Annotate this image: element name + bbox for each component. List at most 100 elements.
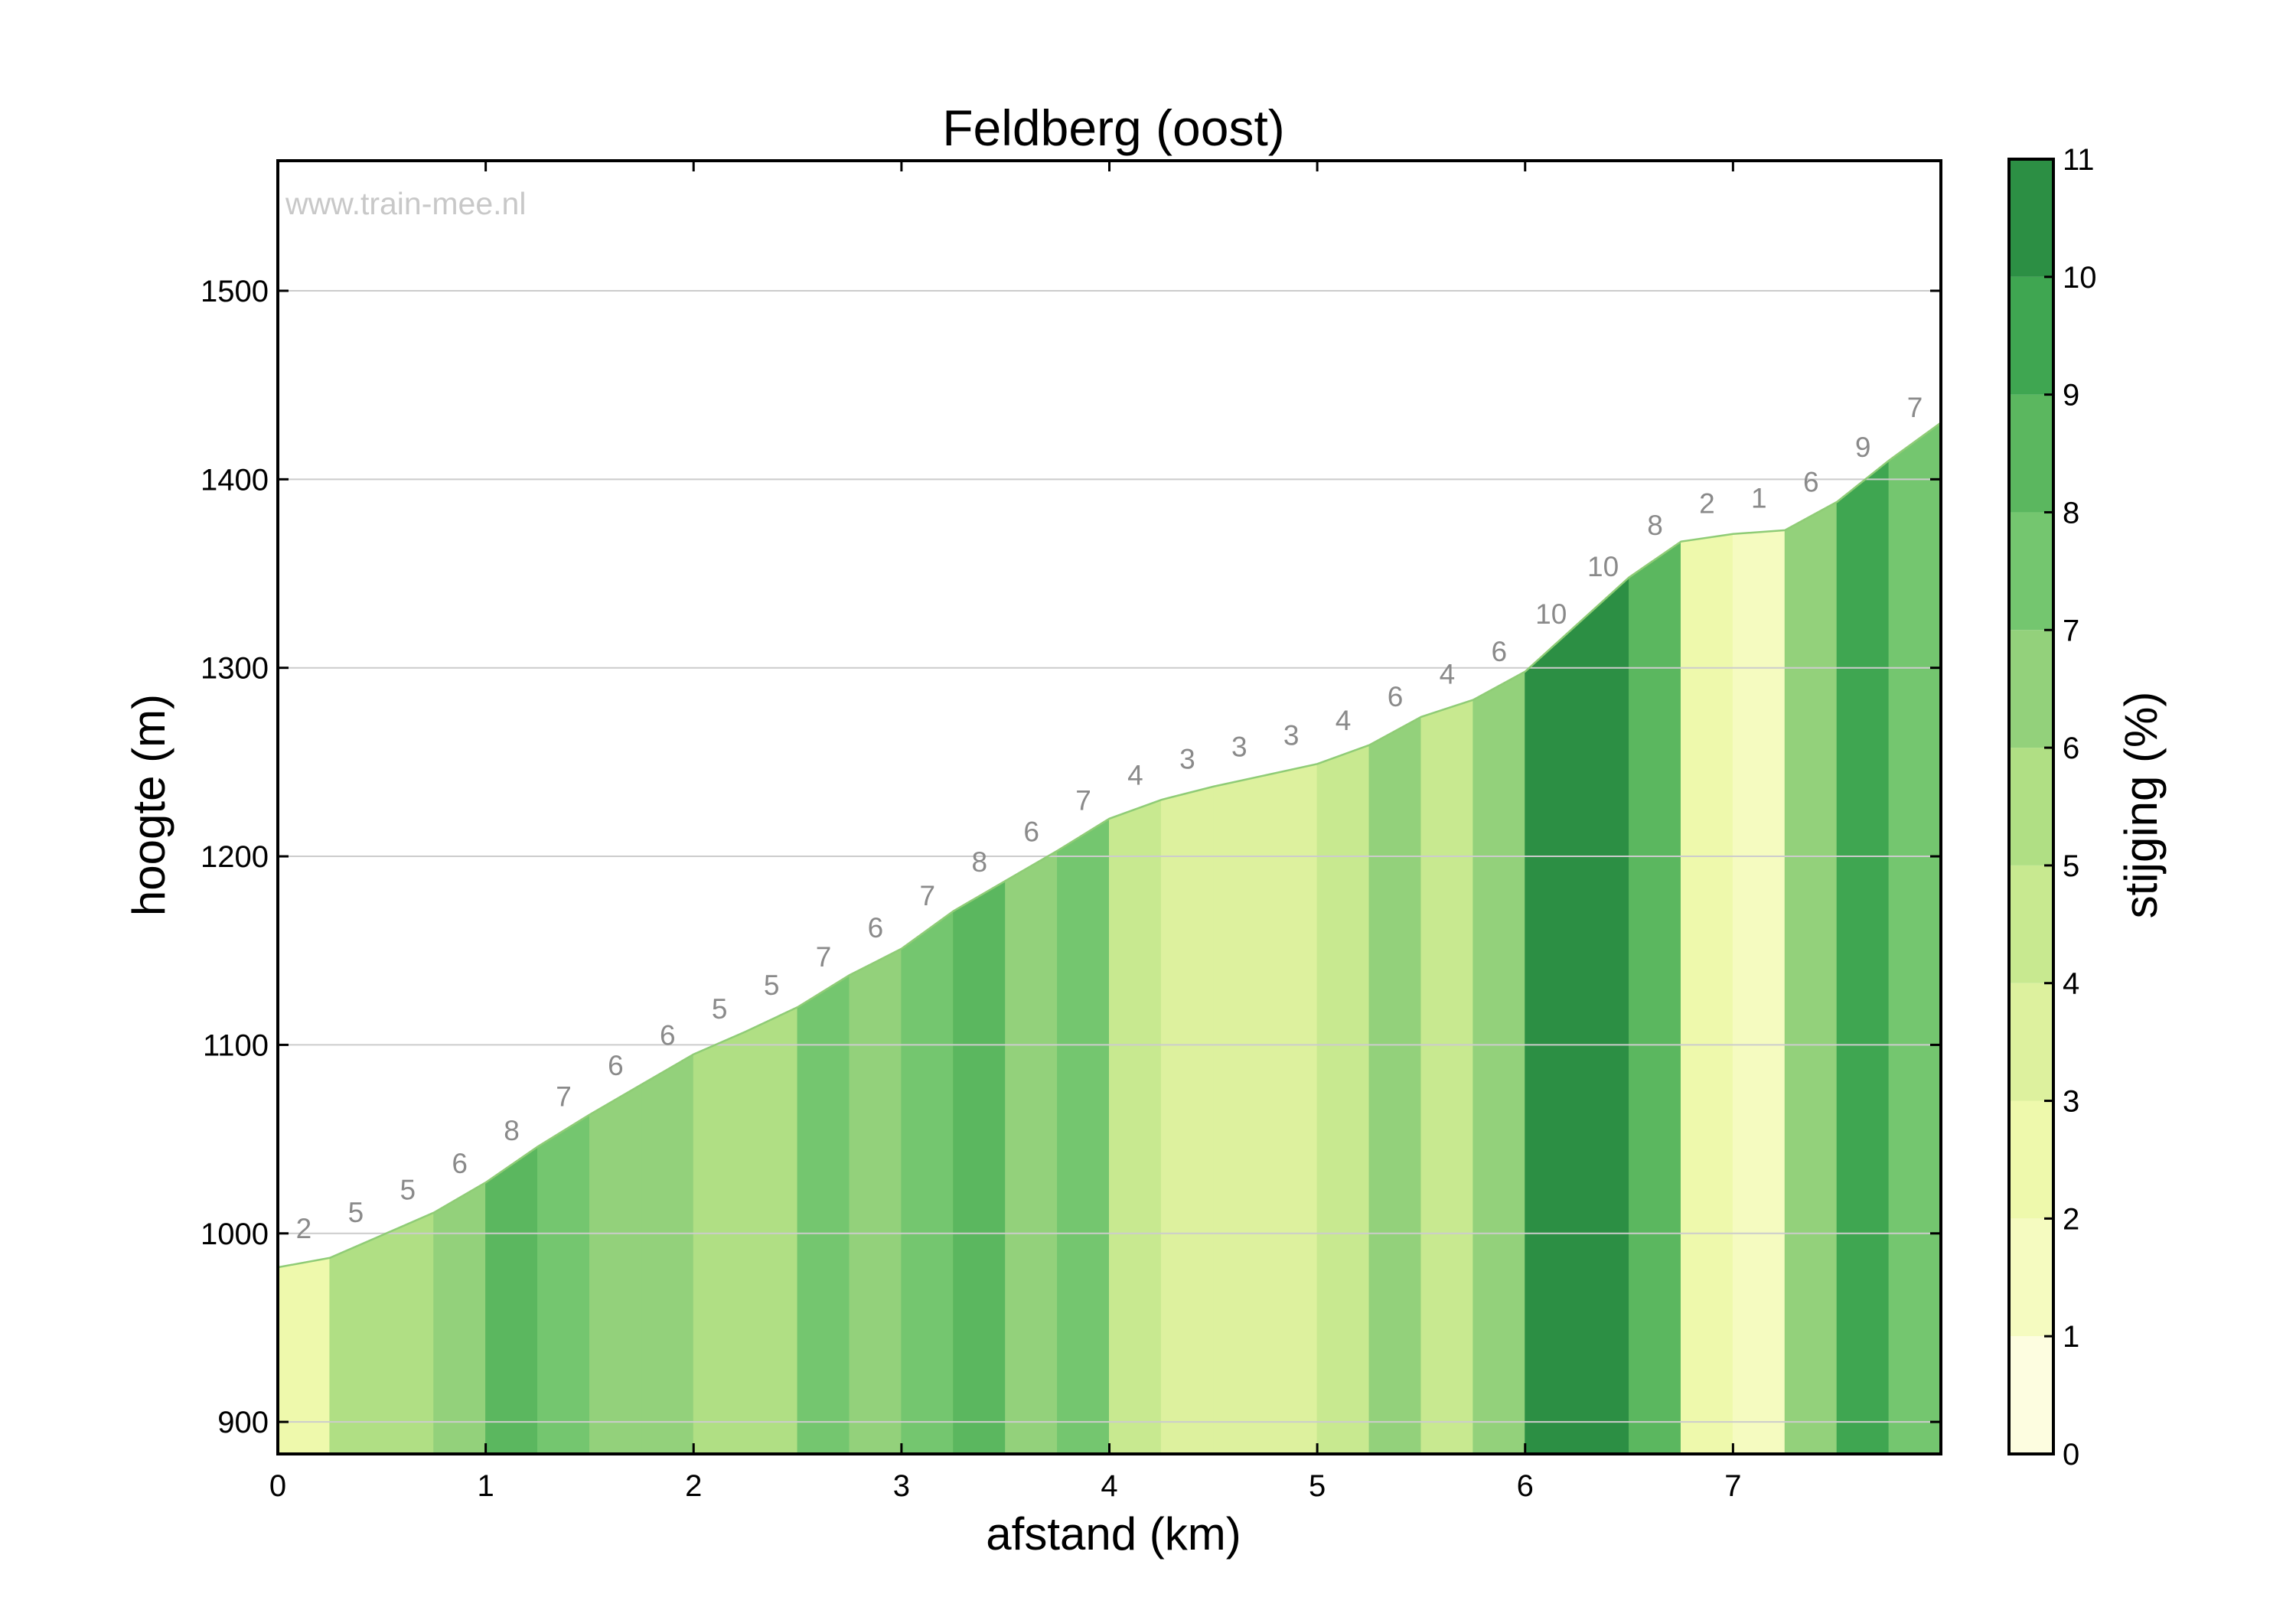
grade-segment-3 [433, 1182, 487, 1455]
grade-label-31: 7 [1907, 392, 1923, 423]
grade-label-23: 6 [1492, 636, 1508, 667]
colorbar-band-4 [2009, 865, 2053, 983]
y-axis-label: hoogte (m) [123, 694, 174, 916]
grade-segment-30 [1836, 459, 1890, 1455]
grade-label-25: 10 [1587, 551, 1619, 582]
grade-label-14: 6 [1023, 816, 1039, 847]
colorbar-tick-label-6: 6 [2063, 732, 2079, 765]
grade-labels: 2 5 5 6 8 7 6 6 5 5 7 6 7 8 6 7 4 3 3 3 4 6 4 6 10 10 8 2 1 6 9 7 [296, 392, 1923, 1244]
grade-label-20: 4 [1336, 705, 1352, 736]
grade-label-27: 2 [1699, 488, 1715, 520]
horizontal-gridlines [278, 289, 1941, 1423]
grade-segment-12 [901, 910, 954, 1455]
colorbar-label: stijging (%) [2115, 692, 2167, 919]
grade-segment-6 [589, 1084, 642, 1455]
elevation-profile-line [277, 422, 1942, 1269]
grade-label-13: 8 [971, 846, 987, 878]
x-tick-label-0: 0 [269, 1469, 286, 1503]
x-tick-label-6: 6 [1517, 1469, 1534, 1503]
grade-label-29: 6 [1803, 466, 1819, 497]
grade-segment-4 [485, 1146, 539, 1455]
grade-segment-27 [1680, 533, 1733, 1455]
colorbar-tick-label-9: 9 [2063, 379, 2079, 412]
y-tick-label-1500: 1500 [201, 275, 269, 308]
colorbar-frame [2007, 158, 2055, 1455]
grade-segment-15 [1057, 817, 1110, 1455]
y-tick-label-900: 900 [217, 1406, 269, 1439]
grade-label-11: 6 [868, 912, 884, 944]
grade-segment-9 [745, 1006, 798, 1455]
x-tick-label-1: 1 [478, 1469, 494, 1503]
grade-segment-7 [641, 1053, 694, 1455]
grade-label-1: 5 [348, 1197, 364, 1228]
colorbar-band-9 [2009, 276, 2053, 395]
grade-segment-23 [1473, 670, 1526, 1455]
grade-label-17: 3 [1179, 744, 1195, 775]
grade-segment-8 [693, 1031, 746, 1455]
grade-label-5: 7 [556, 1081, 572, 1113]
grade-segment-11 [849, 947, 902, 1455]
chart-title: Feldberg (oost) [942, 99, 1285, 156]
colorbar-band-1 [2009, 1218, 2053, 1337]
colorbar-tick-label-1: 1 [2063, 1320, 2079, 1354]
grade-label-10: 7 [816, 941, 832, 973]
grade-segment-13 [953, 880, 1006, 1455]
y-tick-label-1000: 1000 [201, 1217, 269, 1251]
x-axis: 0 1 2 3 4 5 6 7 [269, 161, 1742, 1503]
y-tick-label-1200: 1200 [201, 840, 269, 874]
grade-label-22: 4 [1440, 659, 1456, 690]
grade-label-8: 5 [712, 993, 728, 1025]
y-tick-label-1400: 1400 [201, 463, 269, 497]
grade-label-2: 5 [400, 1174, 416, 1205]
colorbar-tick-label-5: 5 [2063, 849, 2079, 883]
colorbar-tick-label-4: 4 [2063, 967, 2079, 1001]
grade-label-7: 6 [660, 1019, 676, 1051]
grade-label-15: 7 [1075, 785, 1091, 817]
grade-segment-18 [1212, 774, 1266, 1455]
x-tick-label-4: 4 [1101, 1469, 1117, 1503]
colorbar-tick-label-2: 2 [2063, 1202, 2079, 1236]
grade-label-4: 8 [504, 1115, 520, 1146]
grade-segment-22 [1420, 699, 1474, 1455]
colorbar-band-3 [2009, 983, 2053, 1101]
grade-segment-31 [1888, 422, 1942, 1455]
colorbar-ticks: 0 1 2 3 4 5 6 7 8 9 10 11 [2044, 143, 2097, 1472]
grade-label-12: 7 [920, 880, 936, 911]
grade-segment-10 [797, 974, 850, 1455]
colorbar-band-6 [2009, 630, 2053, 748]
grade-segment-5 [537, 1113, 590, 1455]
grade-segment-26 [1629, 540, 1681, 1455]
grade-segments [277, 422, 1942, 1455]
grade-label-3: 6 [452, 1148, 468, 1179]
grade-label-18: 3 [1231, 732, 1247, 763]
grade-segment-17 [1160, 786, 1214, 1455]
grade-label-9: 5 [764, 970, 780, 1001]
grade-label-26: 8 [1647, 510, 1663, 541]
grade-segment-29 [1784, 501, 1838, 1455]
colorbar-tick-label-8: 8 [2063, 496, 2079, 530]
colorbar: 0 1 2 3 4 5 6 7 8 9 10 11 [2007, 143, 2097, 1472]
x-tick-label-7: 7 [1724, 1469, 1741, 1503]
grade-segment-0 [277, 1257, 331, 1455]
x-tick-label-2: 2 [685, 1469, 702, 1503]
grade-segment-28 [1732, 530, 1786, 1455]
colorbar-tick-label-7: 7 [2063, 614, 2079, 647]
y-tick-label-1100: 1100 [203, 1028, 269, 1062]
colorbar-band-5 [2009, 748, 2053, 865]
grade-label-30: 9 [1855, 432, 1871, 463]
colorbar-bands [2009, 159, 2053, 1454]
grade-segment-19 [1264, 763, 1318, 1455]
grade-label-24: 10 [1535, 598, 1567, 630]
colorbar-band-8 [2009, 394, 2053, 513]
colorbar-band-10 [2009, 159, 2053, 277]
y-tick-label-1300: 1300 [201, 652, 269, 686]
grade-label-21: 6 [1388, 681, 1404, 712]
grade-segment-16 [1109, 799, 1162, 1455]
x-axis-label: afstand (km) [986, 1508, 1241, 1560]
x-tick-label-5: 5 [1309, 1469, 1326, 1503]
x-tick-label-3: 3 [893, 1469, 910, 1503]
grade-segment-25 [1577, 576, 1630, 1455]
grade-label-19: 3 [1283, 720, 1300, 751]
plot-area: 2 5 5 6 8 7 6 6 5 5 7 6 7 8 6 7 4 3 3 3 4 6 4 6 10 10 8 2 1 6 9 7 www.t… [276, 159, 1942, 1455]
